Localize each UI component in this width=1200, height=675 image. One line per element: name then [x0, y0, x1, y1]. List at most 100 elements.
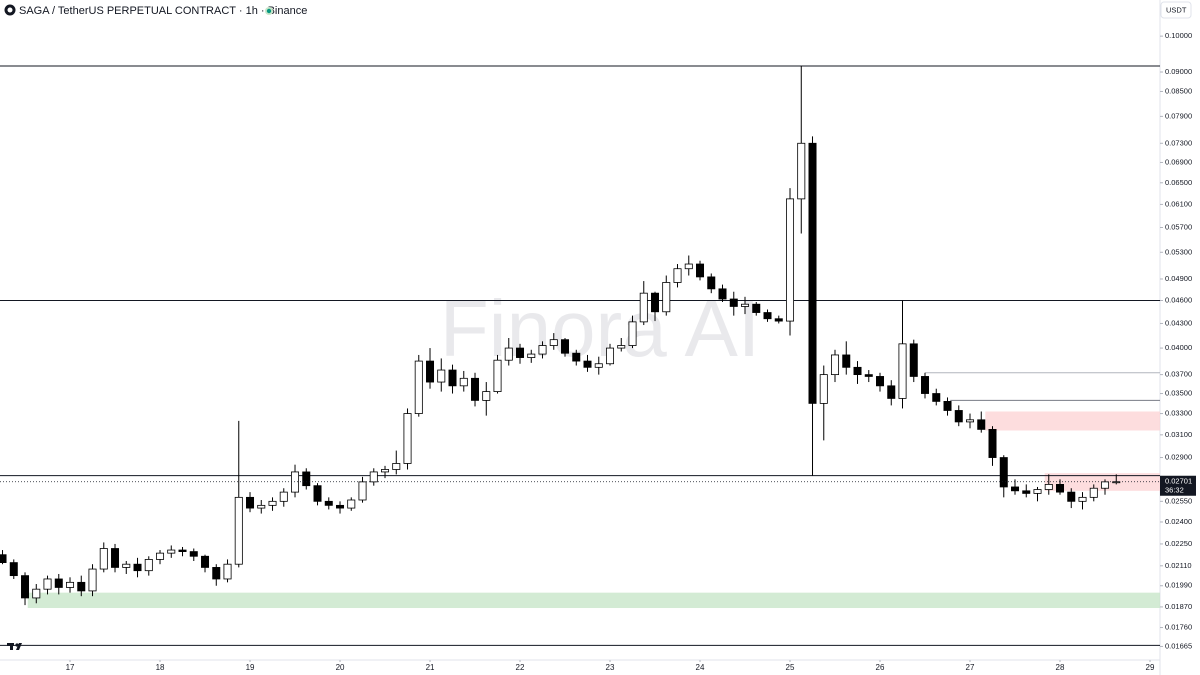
- symbol-icon-inner: [7, 7, 13, 13]
- candle-body: [268, 500, 277, 506]
- x-tick-label: 27: [966, 663, 975, 672]
- candle-body: [1011, 486, 1020, 492]
- candle-body: [707, 276, 716, 290]
- candle-body: [459, 377, 468, 387]
- candle-body: [1056, 484, 1065, 493]
- candle-body: [628, 321, 637, 346]
- candle-body: [808, 142, 817, 404]
- x-tick-label: 17: [66, 663, 75, 672]
- candle-body: [381, 469, 390, 473]
- candle-body: [448, 369, 457, 387]
- zone: [985, 411, 1160, 431]
- candle-body: [797, 142, 806, 200]
- candle-body: [212, 567, 221, 580]
- candle-body: [313, 485, 322, 502]
- candle-body: [583, 360, 592, 368]
- y-tick-label: 0.09000: [1165, 67, 1192, 76]
- candle-body: [763, 312, 772, 320]
- candle-body: [257, 504, 266, 509]
- y-tick-label: 0.02550: [1165, 496, 1192, 505]
- candle-body: [527, 353, 536, 358]
- candle-body: [1044, 484, 1053, 490]
- candle-body: [696, 263, 705, 278]
- y-tick-label: 0.02900: [1165, 453, 1192, 462]
- candle-body: [201, 555, 210, 568]
- candle-body: [178, 549, 187, 552]
- candle-body: [156, 552, 165, 560]
- candle-body: [1022, 490, 1031, 494]
- candle-body: [977, 419, 986, 430]
- y-tick-label: 0.04300: [1165, 318, 1192, 327]
- x-tick-label: 29: [1146, 663, 1155, 672]
- candle-body: [66, 581, 75, 588]
- candle-body: [111, 548, 120, 568]
- candle-body: [774, 318, 783, 322]
- candle-body: [954, 410, 963, 423]
- candle-body: [223, 563, 232, 580]
- candle-body: [898, 343, 907, 399]
- candle-body: [0, 554, 7, 563]
- x-tick-label: 23: [606, 663, 615, 672]
- x-tick-label: 20: [336, 663, 345, 672]
- candle-body: [1101, 481, 1110, 489]
- candle-body: [594, 363, 603, 368]
- candle-body: [842, 354, 851, 368]
- x-tick-label: 22: [516, 663, 525, 672]
- y-tick-label: 0.06500: [1165, 178, 1192, 187]
- x-tick-label: 24: [696, 663, 705, 672]
- x-tick-label: 21: [426, 663, 435, 672]
- candle-body: [786, 198, 795, 322]
- currency[interactable]: USDT: [1166, 5, 1187, 14]
- y-tick-label: 0.02250: [1165, 539, 1192, 548]
- x-tick-label: 18: [156, 663, 165, 672]
- candle-body: [932, 393, 941, 402]
- y-tick-label: 0.03300: [1165, 409, 1192, 418]
- candle-body: [831, 354, 840, 376]
- last-price-box: [1160, 475, 1196, 496]
- candle-body: [819, 374, 828, 404]
- candle-body: [729, 298, 738, 307]
- candle-body: [549, 339, 558, 346]
- candle-body: [561, 339, 570, 354]
- currency-box[interactable]: [1160, 1, 1192, 19]
- plot-area: [0, 65, 1161, 646]
- candle-body: [876, 376, 885, 387]
- candle-body: [662, 282, 671, 313]
- y-tick-label: 0.08500: [1165, 86, 1192, 95]
- y-tick-label: 0.01870: [1165, 602, 1192, 611]
- chart-title: SAGA / TetherUS PERPETUAL CONTRACT · 1h …: [19, 5, 307, 17]
- y-tick-label: 0.03100: [1165, 430, 1192, 439]
- logo-wedge: [16, 643, 22, 650]
- watermark: Finora AI: [440, 284, 760, 373]
- y-tick-label: 0.10000: [1165, 31, 1192, 40]
- status-dot: [266, 8, 272, 14]
- candle-body: [516, 347, 525, 358]
- candle-body: [77, 581, 86, 592]
- candle-body: [606, 347, 615, 365]
- candle-body: [921, 376, 930, 394]
- tradingview-logo: [7, 643, 22, 650]
- y-tick-label: 0.02400: [1165, 517, 1192, 526]
- y-tick-label: 0.04000: [1165, 343, 1192, 352]
- candle-body: [538, 345, 547, 355]
- candle-body: [999, 457, 1008, 488]
- candle-body: [392, 463, 401, 470]
- countdown-label: 36:32: [1165, 486, 1184, 495]
- candle-body: [246, 496, 255, 509]
- candle-body: [1078, 496, 1087, 502]
- y-tick-label: 0.01990: [1165, 581, 1192, 590]
- candle-body: [369, 471, 378, 483]
- y-tick-label: 0.07300: [1165, 138, 1192, 147]
- candle-body: [471, 377, 480, 401]
- candle-body: [426, 360, 435, 383]
- candle-body: [651, 292, 660, 313]
- candle-body: [403, 413, 412, 464]
- candle-body: [437, 369, 446, 383]
- candle-body: [54, 578, 63, 588]
- candle-body: [336, 504, 345, 509]
- y-tick-label: 0.05700: [1165, 222, 1192, 231]
- candle-body: [32, 588, 41, 599]
- candle-body: [909, 343, 918, 377]
